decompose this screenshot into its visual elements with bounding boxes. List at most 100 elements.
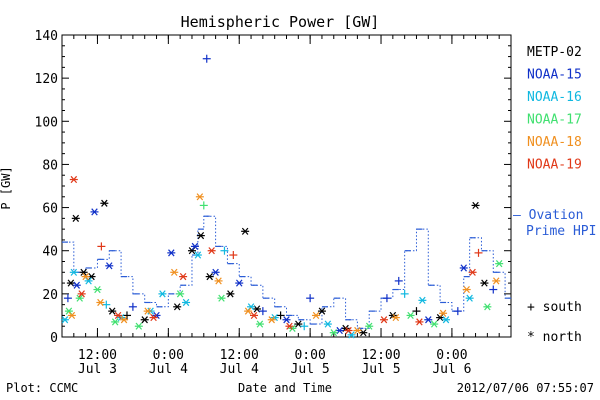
x-tick-date-label: Jul 3 bbox=[78, 362, 117, 377]
data-point bbox=[347, 331, 356, 339]
data-point bbox=[79, 268, 88, 276]
y-tick-label: 140 bbox=[35, 29, 58, 44]
marker-stroke bbox=[218, 294, 225, 302]
marker-stroke bbox=[188, 247, 196, 255]
data-point bbox=[111, 318, 120, 326]
marker-stroke bbox=[94, 285, 101, 294]
data-point bbox=[195, 193, 204, 201]
marker-stroke bbox=[88, 273, 95, 281]
x-tick-date-label: Jul 4 bbox=[149, 362, 188, 377]
legend-marker-north: * north bbox=[527, 330, 582, 345]
data-point bbox=[84, 277, 93, 285]
x-tick-date-label: Jul 4 bbox=[220, 362, 259, 377]
data-point bbox=[69, 175, 78, 184]
marker-stroke bbox=[286, 322, 293, 330]
marker-stroke bbox=[91, 208, 98, 216]
data-point bbox=[193, 251, 202, 259]
data-point bbox=[134, 322, 143, 330]
marker-stroke bbox=[312, 311, 320, 320]
y-tick-label: 120 bbox=[35, 72, 58, 87]
data-point bbox=[196, 232, 205, 240]
plot-frame bbox=[61, 34, 512, 338]
marker-stroke bbox=[206, 273, 213, 281]
data-point bbox=[97, 242, 106, 251]
marker-stroke bbox=[73, 281, 81, 289]
data-point bbox=[400, 289, 409, 298]
marker-stroke bbox=[439, 309, 447, 317]
marker-stroke bbox=[111, 318, 119, 326]
marker-stroke bbox=[345, 326, 352, 335]
marker-stroke bbox=[70, 175, 78, 184]
marker-stroke bbox=[442, 316, 450, 324]
data-point bbox=[468, 268, 477, 276]
data-point bbox=[96, 298, 105, 307]
data-point bbox=[67, 311, 76, 320]
data-point bbox=[220, 246, 229, 255]
data-point bbox=[207, 247, 216, 255]
data-point bbox=[77, 290, 86, 298]
data-point bbox=[418, 296, 427, 304]
x-tick-time-label: 0:00 bbox=[153, 348, 184, 363]
data-points bbox=[60, 54, 504, 339]
data-point bbox=[190, 242, 199, 250]
data-point bbox=[176, 290, 185, 298]
data-point bbox=[93, 285, 102, 294]
data-point bbox=[379, 316, 388, 324]
data-point bbox=[285, 322, 294, 330]
data-point bbox=[170, 268, 179, 276]
data-point bbox=[81, 273, 90, 281]
data-point bbox=[394, 276, 403, 285]
marker-stroke bbox=[212, 268, 219, 276]
marker-stroke bbox=[380, 316, 388, 324]
data-point bbox=[382, 294, 391, 303]
data-point bbox=[474, 248, 483, 257]
marker-stroke bbox=[295, 320, 302, 328]
data-point bbox=[353, 326, 362, 335]
y-tick-label: 80 bbox=[42, 158, 58, 173]
legend-entry: NOAA-17 bbox=[527, 113, 582, 128]
data-point bbox=[424, 316, 433, 324]
data-point bbox=[323, 320, 332, 328]
marker-stroke bbox=[318, 307, 326, 315]
data-point bbox=[214, 277, 223, 285]
marker-stroke bbox=[250, 311, 258, 320]
marker-stroke bbox=[324, 320, 332, 328]
data-point bbox=[471, 201, 480, 210]
data-point bbox=[406, 311, 415, 320]
marker-stroke bbox=[144, 307, 151, 315]
data-point bbox=[149, 313, 158, 322]
data-point bbox=[258, 307, 267, 316]
data-point bbox=[453, 307, 462, 316]
marker-stroke bbox=[247, 303, 255, 311]
y-tick-label: 40 bbox=[42, 245, 58, 260]
data-point bbox=[439, 309, 448, 317]
legend-entry: NOAA-19 bbox=[527, 158, 582, 173]
marker-stroke bbox=[392, 313, 400, 322]
data-point bbox=[436, 313, 445, 322]
data-point bbox=[294, 320, 303, 328]
marker-stroke bbox=[389, 311, 397, 320]
marker-stroke bbox=[68, 311, 76, 320]
y-tick-label: 20 bbox=[42, 288, 58, 303]
data-point bbox=[335, 326, 344, 335]
data-point bbox=[250, 311, 259, 320]
marker-stroke bbox=[141, 316, 148, 324]
data-point bbox=[66, 279, 75, 287]
marker-stroke bbox=[336, 326, 343, 335]
data-point bbox=[276, 311, 285, 320]
marker-stroke bbox=[463, 285, 470, 294]
marker-stroke bbox=[97, 298, 104, 307]
data-point bbox=[462, 285, 471, 294]
x-tick-time-label: 12:00 bbox=[78, 348, 117, 363]
marker-stroke bbox=[61, 316, 69, 324]
data-point bbox=[306, 294, 315, 303]
data-point bbox=[252, 305, 261, 313]
data-point bbox=[158, 290, 167, 298]
marker-stroke bbox=[407, 311, 414, 320]
x-tick-date-label: Jul 6 bbox=[432, 362, 471, 377]
marker-stroke bbox=[179, 273, 187, 281]
y-tick-label: 100 bbox=[35, 115, 58, 130]
ovation-step-line bbox=[62, 215, 511, 329]
y-tick-label: 60 bbox=[42, 202, 58, 217]
legend: METP-02 NOAA-15 NOAA-16 NOAA-17 NOAA-18 NOAA-… bbox=[513, 45, 596, 345]
